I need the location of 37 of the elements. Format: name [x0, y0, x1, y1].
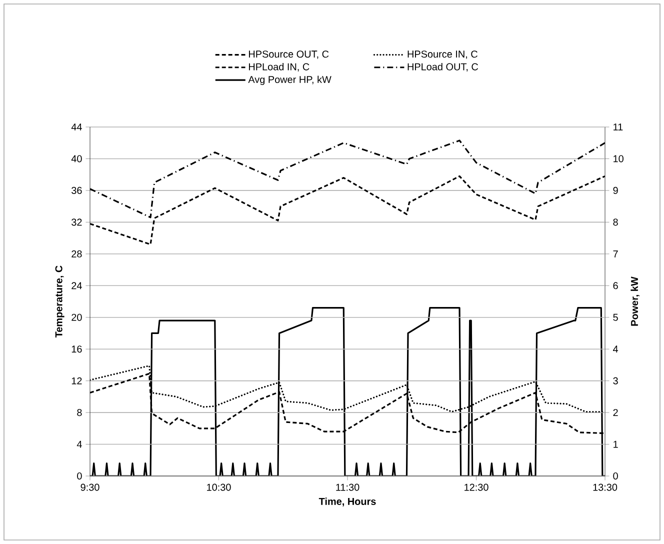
y2-tick-label: 10 [614, 155, 624, 162]
x-tick-label: 9:30 [80, 484, 100, 491]
y-axis-title: Temperature, C [55, 266, 64, 338]
x-tick-label: 13:30 [593, 484, 618, 491]
y-tick-label: 28 [72, 250, 82, 258]
legend-label: HPLoad IN, C [248, 63, 310, 72]
y2-tick-label: 11 [614, 124, 623, 130]
legend-label: Avg Power HP, kW [248, 76, 332, 85]
y-tick-label: 40 [71, 155, 82, 162]
y2-tick-label: 6 [613, 282, 618, 290]
legend-label: HPSource OUT, C [248, 50, 329, 59]
x-tick-label: 11:30 [336, 484, 360, 491]
y2-tick-label: 3 [613, 377, 618, 384]
y2-axis-title: Power, kW [630, 276, 640, 326]
legend-label: HPLoad OUT, C [408, 63, 478, 72]
y2-tick-label: 8 [613, 218, 618, 226]
y2-tick-label: 4 [613, 346, 618, 353]
y-tick-label: 12 [72, 377, 82, 384]
y-tick-label: 20 [72, 314, 82, 321]
y2-tick-label: 0 [613, 472, 618, 480]
x-axis-title: Time, Hours [318, 498, 376, 506]
y2-tick-label: 7 [613, 250, 618, 258]
y2-tick-label: 1 [614, 440, 618, 448]
x-tick-label: 10:30 [207, 484, 231, 491]
y-tick-label: 4 [76, 440, 82, 448]
y-tick-label: 36 [72, 186, 82, 194]
y-tick-label: 16 [72, 346, 82, 353]
y-tick-label: 44 [71, 124, 82, 130]
x-tick-label: 12:30 [464, 484, 488, 491]
y-tick-label: 0 [77, 472, 82, 480]
y2-tick-label: 9 [613, 186, 618, 194]
y2-tick-label: 2 [613, 409, 618, 416]
y-tick-label: 24 [72, 282, 82, 290]
y-tick-label: 8 [77, 409, 82, 416]
y2-tick-label: 5 [613, 314, 618, 321]
y-tick-label: 32 [72, 218, 82, 226]
legend-label: HPSource IN, C [408, 50, 478, 59]
